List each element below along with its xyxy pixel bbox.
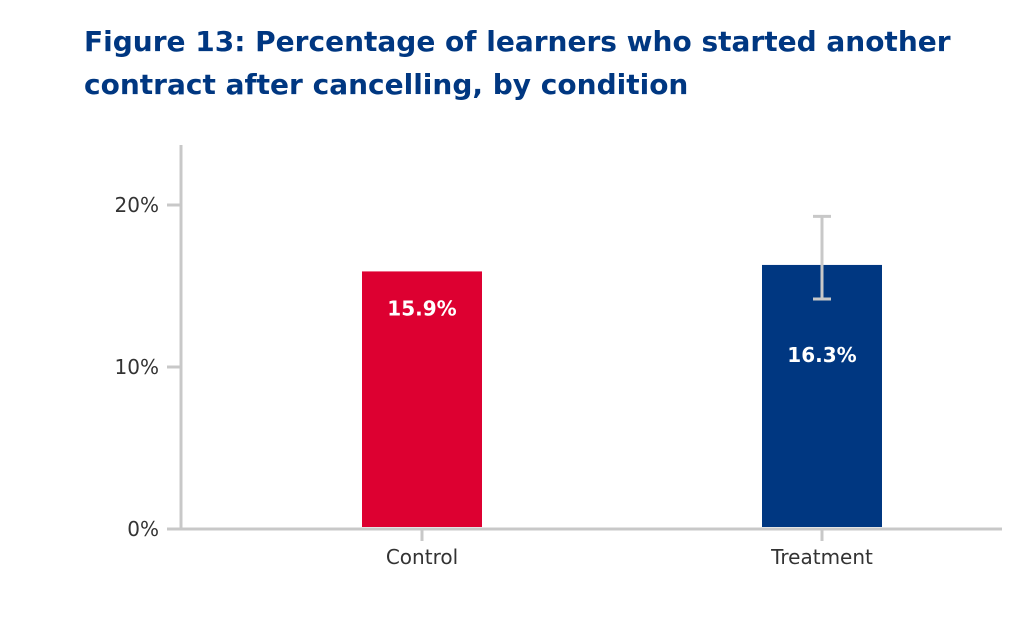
y-tick-label-10: 10%: [115, 355, 159, 379]
bar-treatment: [762, 264, 882, 527]
y-tick-label-20: 20%: [115, 193, 159, 217]
bar-control: [362, 271, 482, 527]
bar-value-label-control: 15.9%: [387, 296, 456, 320]
chart-title-line-2: contract after cancelling, by condition: [84, 68, 689, 101]
y-tick-label-0: 0%: [127, 517, 159, 541]
chart-title-line-1: Figure 13: Percentage of learners who st…: [84, 25, 951, 58]
error-bar-treatment: [813, 214, 831, 301]
x-tick-label-treatment: Treatment: [770, 545, 873, 569]
x-axis-ticks: Control Treatment: [386, 529, 873, 569]
x-tick-label-control: Control: [386, 545, 458, 569]
y-axis-ticks: 0% 10% 20%: [115, 193, 181, 541]
chart-marks: 15.9% 16.3%: [362, 214, 882, 527]
bar-value-label-treatment: 16.3%: [787, 343, 856, 367]
chart-title: Figure 13: Percentage of learners who st…: [84, 20, 984, 106]
